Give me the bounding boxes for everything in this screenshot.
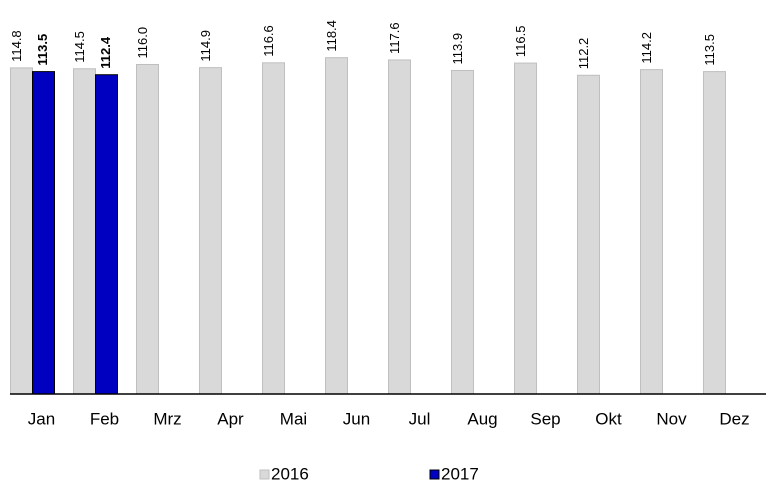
x-tick-label: Apr: [217, 409, 244, 428]
bar: [136, 63, 159, 395]
value-label: 116.5: [513, 25, 528, 57]
value-label: 113.5: [702, 34, 717, 66]
value-label: 112.4: [98, 36, 113, 69]
bar: [32, 71, 55, 395]
x-tick-label: Aug: [467, 409, 497, 428]
value-label: 118.4: [324, 20, 339, 52]
bar: [262, 62, 285, 395]
x-tick-label: Okt: [595, 409, 622, 428]
x-tick-label: Dez: [719, 409, 749, 428]
value-label: 114.9: [198, 30, 213, 62]
value-label: 116.6: [261, 25, 276, 57]
legend-label: 2016: [271, 464, 309, 483]
bar: [95, 74, 118, 395]
value-label: 117.6: [387, 22, 402, 54]
bar: [703, 71, 726, 395]
bar: [388, 59, 411, 395]
x-tick-label: Jan: [28, 409, 55, 428]
bar: [640, 69, 663, 395]
value-label: 112.2: [576, 38, 591, 70]
bar: [73, 68, 96, 395]
x-tick-label: Nov: [656, 409, 687, 428]
bar: [451, 69, 474, 395]
value-label: 116.0: [135, 27, 150, 59]
bar: [199, 67, 222, 395]
value-label: 114.5: [72, 31, 87, 63]
bar: [325, 57, 348, 395]
bar: [10, 67, 33, 395]
value-label: 113.9: [450, 33, 465, 65]
bar: [514, 62, 537, 395]
x-tick-label: Feb: [90, 409, 119, 428]
x-tick-label: Mai: [280, 409, 307, 428]
legend-swatch: [429, 469, 440, 480]
x-tick-label: Jul: [409, 409, 431, 428]
legend-swatch: [259, 469, 270, 480]
legend-label: 2017: [441, 464, 479, 483]
x-tick-label: Sep: [530, 409, 560, 428]
x-tick-label: Mrz: [153, 409, 181, 428]
bar: [577, 74, 600, 395]
value-label: 114.2: [639, 32, 654, 64]
value-label: 113.5: [35, 34, 50, 66]
value-label: 114.8: [9, 30, 24, 62]
x-tick-label: Jun: [343, 409, 370, 428]
